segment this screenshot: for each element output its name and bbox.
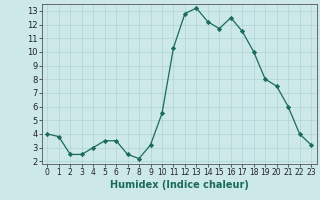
X-axis label: Humidex (Indice chaleur): Humidex (Indice chaleur): [110, 180, 249, 190]
